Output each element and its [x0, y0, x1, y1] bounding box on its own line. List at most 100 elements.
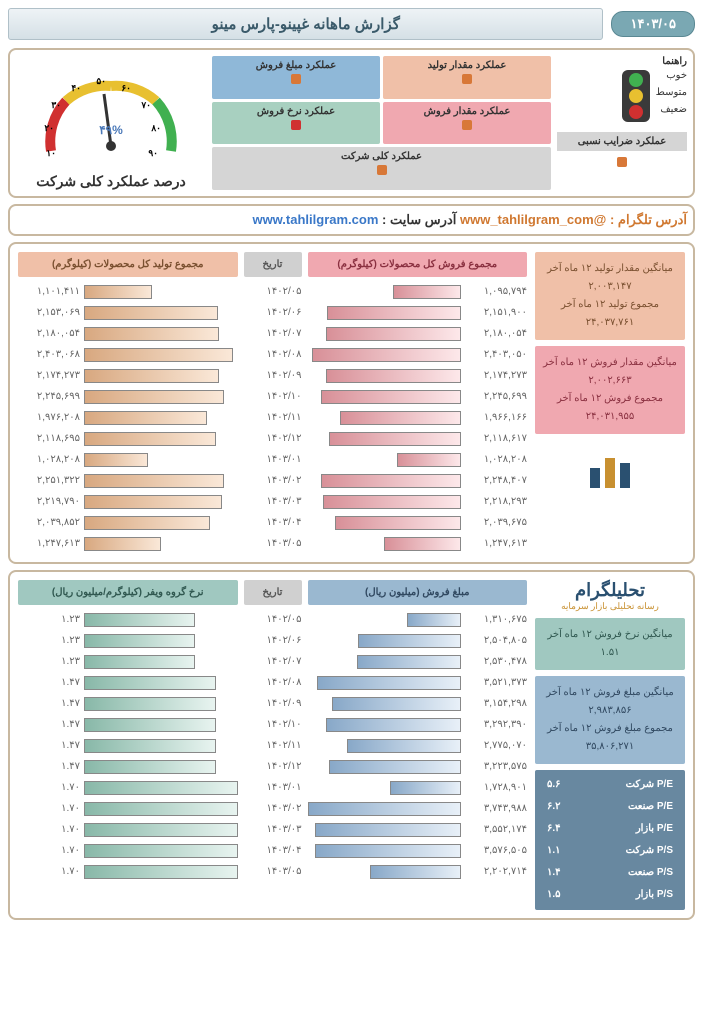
bar-row: ۲,۴۰۳,۰۶۸ [18, 344, 238, 365]
pe-row: P/E شرکت۵.۶ [539, 774, 681, 796]
date-cell: ۱۴۰۲/۰۶ [244, 302, 302, 323]
svg-text:۲۰: ۲۰ [44, 123, 54, 133]
bar-row: ۳,۵۵۲,۱۷۴ [308, 819, 528, 840]
guide-mid: متوسط [656, 87, 687, 98]
guide-title: راهنما [557, 56, 687, 67]
legend-sale-amt: عملکرد مبلغ فروش [212, 56, 380, 99]
bar-row: ۲,۲۵۱,۳۲۲ [18, 470, 238, 491]
bar-row: ۱,۱۰۱,۴۱۱ [18, 281, 238, 302]
legend-prod-qty: عملکرد مقدار تولید [383, 56, 551, 99]
bar-row: ۱,۰۲۸,۲۰۸ [18, 449, 238, 470]
bar-row: ۲,۴۰۳,۰۵۰ [308, 344, 528, 365]
guide-good: خوب [656, 70, 687, 81]
bar-row: ۲,۲۴۵,۶۹۹ [308, 386, 528, 407]
svg-text:۶۰: ۶۰ [121, 83, 131, 93]
svg-text:۴۹%: ۴۹% [99, 123, 123, 137]
date-cell: ۱۴۰۲/۱۰ [244, 386, 302, 407]
bar-row: ۱.۷۰ [18, 840, 238, 861]
pe-row: P/S صنعت۱.۴ [539, 862, 681, 884]
ratio-dot [617, 157, 627, 167]
bar-row: ۱.۷۰ [18, 819, 238, 840]
bar-row: ۲,۱۷۴,۲۷۳ [18, 365, 238, 386]
bar-row: ۱,۹۶۶,۱۶۶ [308, 407, 528, 428]
svg-text:۷۰: ۷۰ [140, 100, 151, 110]
bar-row: ۲,۲۰۲,۷۱۴ [308, 861, 528, 882]
bar-row: ۲,۰۳۹,۶۷۵ [308, 512, 528, 533]
date-cell: ۱۴۰۲/۱۲ [244, 428, 302, 449]
pe-row: P/E بازار۶.۴ [539, 818, 681, 840]
bar-row: ۱.۴۷ [18, 714, 238, 735]
date-cell: ۱۴۰۲/۱۱ [244, 735, 302, 756]
hdr-date-2: تاریخ [244, 580, 302, 605]
telegram-label: آدرس تلگرام : [610, 212, 687, 227]
telegram-handle[interactable]: @www_tahlilgram_com [460, 212, 606, 227]
bar-row: ۱.۷۰ [18, 798, 238, 819]
site-url[interactable]: www.tahlilgram.com [252, 212, 378, 227]
bar-row: ۲,۷۷۵,۰۷۰ [308, 735, 528, 756]
guide-box: راهنما خوب متوسط ضعیف عملکرد ضرایب نسبی [557, 56, 687, 190]
bar-row: ۱.۴۷ [18, 735, 238, 756]
pe-row: P/S شرکت۱.۱ [539, 840, 681, 862]
date-cell: ۱۴۰۲/۱۲ [244, 756, 302, 777]
gauge-box: ۴۹% ۱۰ ۲۰ ۳۰ ۴۰ ۵۰ ۶۰ ۷۰ ۸۰ ۹۰ درصد عملک… [16, 56, 206, 190]
report-title: گزارش ماهانه غپینو-پارس مینو [8, 8, 603, 40]
bar-row: ۱.۷۰ [18, 861, 238, 882]
date-cell: ۱۴۰۲/۰۸ [244, 344, 302, 365]
svg-text:۳۰: ۳۰ [51, 100, 61, 110]
date-cell: ۱۴۰۳/۰۳ [244, 819, 302, 840]
brand-block: تحلیلگرام رسانه تحلیلی بازار سرمایه [535, 580, 685, 612]
bar-row: ۱,۰۲۸,۲۰۸ [308, 449, 528, 470]
bar-row: ۱,۳۱۰,۶۷۵ [308, 609, 528, 630]
date-cell: ۱۴۰۳/۰۵ [244, 861, 302, 882]
bar-row: ۱.۷۰ [18, 777, 238, 798]
traffic-light-icon [622, 70, 650, 122]
date-cell: ۱۴۰۲/۱۱ [244, 407, 302, 428]
svg-text:۵۰: ۵۰ [96, 76, 106, 86]
date-cell: ۱۴۰۲/۰۵ [244, 281, 302, 302]
bar-row: ۲,۰۳۹,۸۵۲ [18, 512, 238, 533]
bar-row: ۲,۱۵۱,۹۰۰ [308, 302, 528, 323]
date-badge: ۱۴۰۳/۰۵ [611, 11, 695, 37]
date-cell: ۱۴۰۲/۰۹ [244, 693, 302, 714]
date-cell: ۱۴۰۲/۱۰ [244, 714, 302, 735]
bar-row: ۲,۲۴۸,۴۰۷ [308, 470, 528, 491]
pe-ratios: P/E شرکت۵.۶P/E صنعت۶.۲P/E بازار۶.۴P/S شر… [535, 770, 685, 910]
bar-row: ۱,۲۴۷,۶۱۳ [18, 533, 238, 554]
bar-row: ۲,۱۱۸,۶۱۷ [308, 428, 528, 449]
svg-text:۱۰: ۱۰ [46, 148, 56, 158]
legend-sale-rate: عملکرد نرخ فروش [212, 102, 380, 145]
date-cell: ۱۴۰۲/۰۹ [244, 365, 302, 386]
bar-row: ۱.۲۳ [18, 609, 238, 630]
gauge-label: درصد عملکرد کلی شرکت [16, 173, 206, 190]
bar-row: ۲,۲۱۹,۷۹۰ [18, 491, 238, 512]
bar-row: ۱,۲۴۷,۶۱۳ [308, 533, 528, 554]
bar-row: ۲,۲۱۸,۲۹۳ [308, 491, 528, 512]
stats-rate: میانگین نرخ فروش ۱۲ ماه آخر ۱.۵۱ [535, 618, 685, 670]
date-cell: ۱۴۰۳/۰۲ [244, 470, 302, 491]
pe-row: P/E صنعت۶.۲ [539, 796, 681, 818]
hdr-prod-qty: مجموع تولید کل محصولات (کیلوگرم) [18, 252, 238, 277]
date-cell: ۱۴۰۳/۰۵ [244, 533, 302, 554]
hdr-rate: نرخ گروه ویفر (کیلوگرم/میلیون ریال) [18, 580, 238, 605]
hdr-date-1: تاریخ [244, 252, 302, 277]
bar-row: ۱.۴۷ [18, 756, 238, 777]
bar-row: ۳,۵۷۶,۵۰۵ [308, 840, 528, 861]
stats-production: میانگین مقدار تولید ۱۲ ماه آخر ۲,۰۰۳,۱۴۷… [535, 252, 685, 340]
bar-row: ۲,۱۸۰,۰۵۴ [18, 323, 238, 344]
bar-row: ۲,۱۵۳,۰۶۹ [18, 302, 238, 323]
links-row: آدرس تلگرام : @www_tahlilgram_com آدرس س… [8, 204, 695, 236]
guide-weak: ضعیف [656, 104, 687, 115]
panel-2: تحلیلگرام رسانه تحلیلی بازار سرمایه میان… [8, 570, 695, 920]
legend-overall: عملکرد کلی شرکت [212, 147, 551, 190]
bar-row: ۱,۰۹۵,۷۹۴ [308, 281, 528, 302]
date-cell: ۱۴۰۳/۰۲ [244, 798, 302, 819]
date-cell: ۱۴۰۲/۰۷ [244, 323, 302, 344]
bar-row: ۱,۷۲۸,۹۰۱ [308, 777, 528, 798]
legend-grid: عملکرد مقدار تولید عملکرد مبلغ فروش عملک… [212, 56, 551, 190]
date-cell: ۱۴۰۳/۰۴ [244, 840, 302, 861]
bar-row: ۲,۱۱۸,۶۹۵ [18, 428, 238, 449]
stats-amount: میانگین مبلغ فروش ۱۲ ماه آخر ۲,۹۸۳,۸۵۶ م… [535, 676, 685, 764]
bar-row: ۲,۱۷۴,۲۷۳ [308, 365, 528, 386]
site-label: آدرس سایت : [382, 212, 456, 227]
bar-row: ۱.۴۷ [18, 693, 238, 714]
